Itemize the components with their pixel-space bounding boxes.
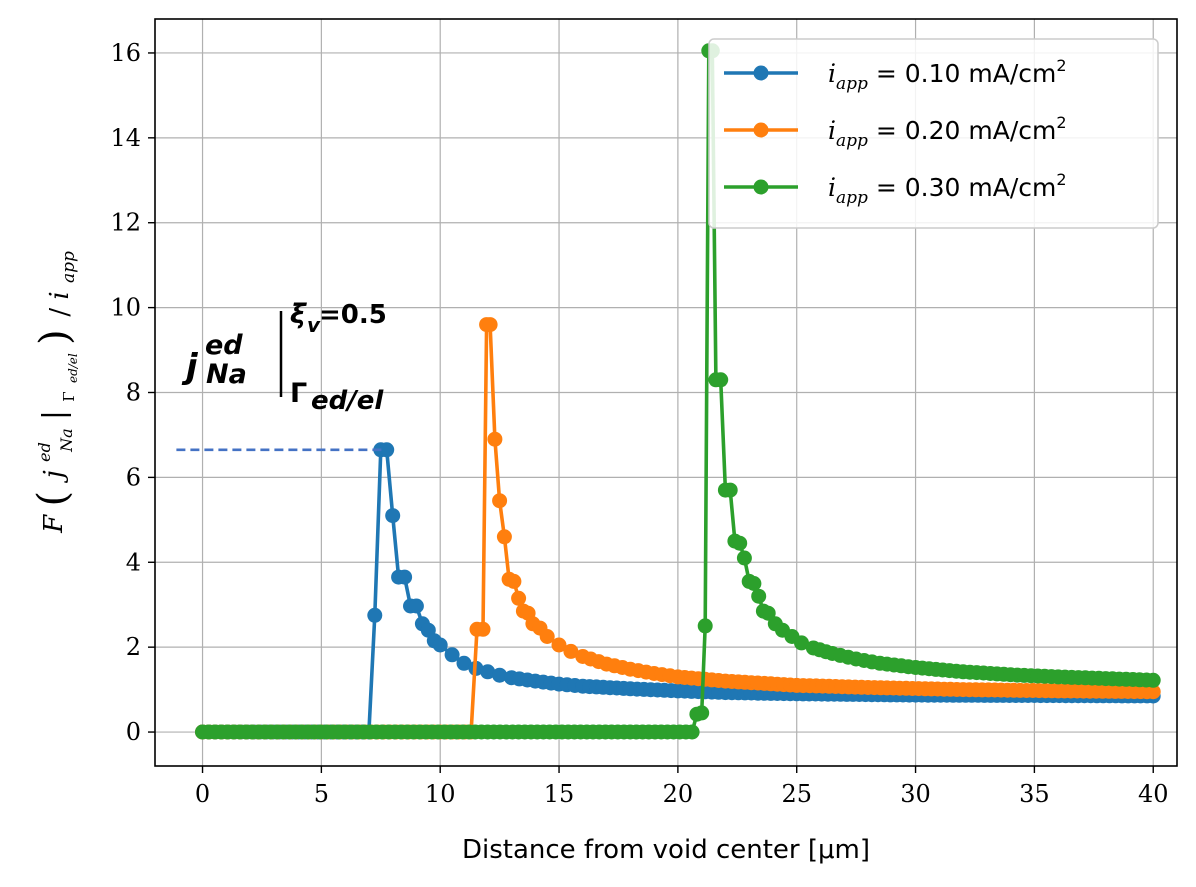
data-point [1145, 684, 1161, 700]
annotation-sup: ed [205, 330, 243, 361]
annotation-upper-sub: v [307, 313, 321, 337]
legend-entry-2: iapp = 0.20 mA/cm2 [724, 113, 1067, 151]
x-tick-label: 5 [314, 780, 329, 808]
legend-entry-1: iapp = 0.10 mA/cm2 [724, 56, 1067, 94]
x-tick-label: 20 [663, 780, 694, 808]
data-point [697, 618, 713, 634]
y-label-eval-tail: ed/el [66, 353, 80, 383]
data-point [722, 482, 738, 498]
data-point [732, 535, 748, 551]
data-point [456, 655, 472, 671]
series-3 [195, 43, 1161, 740]
data-point [444, 647, 460, 663]
svg-text:F ( j ed: F ( j ed Na | Γ ed/el ) / i app [27, 251, 84, 534]
y-label-div: / [45, 308, 75, 317]
data-point [475, 621, 491, 637]
data-point [379, 442, 395, 458]
y-label-prefix: F [39, 514, 69, 534]
y-label-sub: Na [57, 428, 76, 453]
series-layer [195, 43, 1161, 740]
data-point [367, 607, 383, 623]
data-point [511, 590, 527, 606]
y-tick-label: 12 [110, 209, 141, 237]
data-point [551, 637, 567, 653]
data-point [563, 643, 579, 659]
data-point [432, 637, 448, 653]
data-point [480, 664, 496, 680]
annotation-lower-sub: ed/el [311, 386, 384, 416]
x-tick-label: 10 [425, 780, 456, 808]
legend-marker [753, 179, 769, 195]
data-point [736, 550, 752, 566]
y-label-sup: ed [35, 442, 54, 462]
legend-entry-3: iapp = 0.30 mA/cm2 [724, 170, 1067, 208]
x-tick-label: 30 [900, 780, 931, 808]
data-point [492, 667, 508, 683]
data-point [713, 372, 729, 388]
ticks: 0 5 10 15 20 25 30 35 40 0 2 4 6 8 10 12 14 16 [110, 39, 1168, 808]
annotation-sub: Na [206, 359, 247, 390]
annotation: j ed Na ξ v =0.5 Γ ed/el [176, 299, 387, 452]
data-point [751, 588, 767, 604]
data-point [482, 317, 498, 333]
x-tick-label: 40 [1138, 780, 1169, 808]
annotation-lower: Γ [290, 378, 307, 409]
y-tick-label: 16 [110, 39, 141, 67]
legend: iapp = 0.10 mA/cm2 iapp = 0.20 mA/cm2 iapp… [708, 38, 1159, 229]
legend-marker [753, 65, 769, 81]
legend-label: iapp = 0.20 mA/cm2 [828, 113, 1067, 151]
data-point [539, 629, 555, 644]
data-point [794, 635, 809, 651]
x-axis-label: Distance from void center [μm] [462, 835, 870, 865]
y-tick-label: 2 [126, 633, 141, 661]
y-label-i: i [45, 291, 75, 299]
y-tick-label: 0 [126, 718, 141, 746]
y-tick-label: 10 [110, 294, 141, 322]
data-point [684, 724, 700, 740]
x-tick-label: 15 [544, 780, 575, 808]
data-point [506, 573, 522, 589]
y-label-i-sub: app [59, 251, 79, 283]
legend-label: iapp = 0.30 mA/cm2 [828, 170, 1067, 208]
data-point [492, 493, 508, 509]
data-point [1145, 672, 1161, 688]
legend-marker [753, 122, 769, 138]
data-point [487, 431, 503, 447]
y-tick-label: 4 [126, 548, 141, 576]
y-tick-label: 8 [126, 379, 141, 407]
y-axis-label: F ( j ed Na | Γ ed/el ) / i app [27, 251, 84, 534]
legend-label: iapp = 0.10 mA/cm2 [828, 56, 1067, 94]
x-tick-label: 35 [1019, 780, 1050, 808]
x-tick-label: 25 [781, 780, 812, 808]
y-tick-label: 6 [126, 463, 141, 491]
data-point [760, 605, 776, 621]
annotation-j: j [181, 347, 199, 387]
data-point [746, 576, 762, 591]
data-point [385, 508, 401, 524]
annotation-upper-tail: =0.5 [319, 300, 387, 330]
data-point [408, 598, 424, 614]
y-tick-label: 14 [110, 124, 141, 152]
y-label-eval: Γ [60, 391, 78, 401]
legend-box [708, 38, 1159, 229]
x-tick-label: 0 [195, 780, 210, 808]
data-point [496, 529, 512, 545]
data-point [397, 569, 413, 585]
annotation-upper: ξ [290, 299, 307, 330]
data-point [694, 705, 710, 721]
